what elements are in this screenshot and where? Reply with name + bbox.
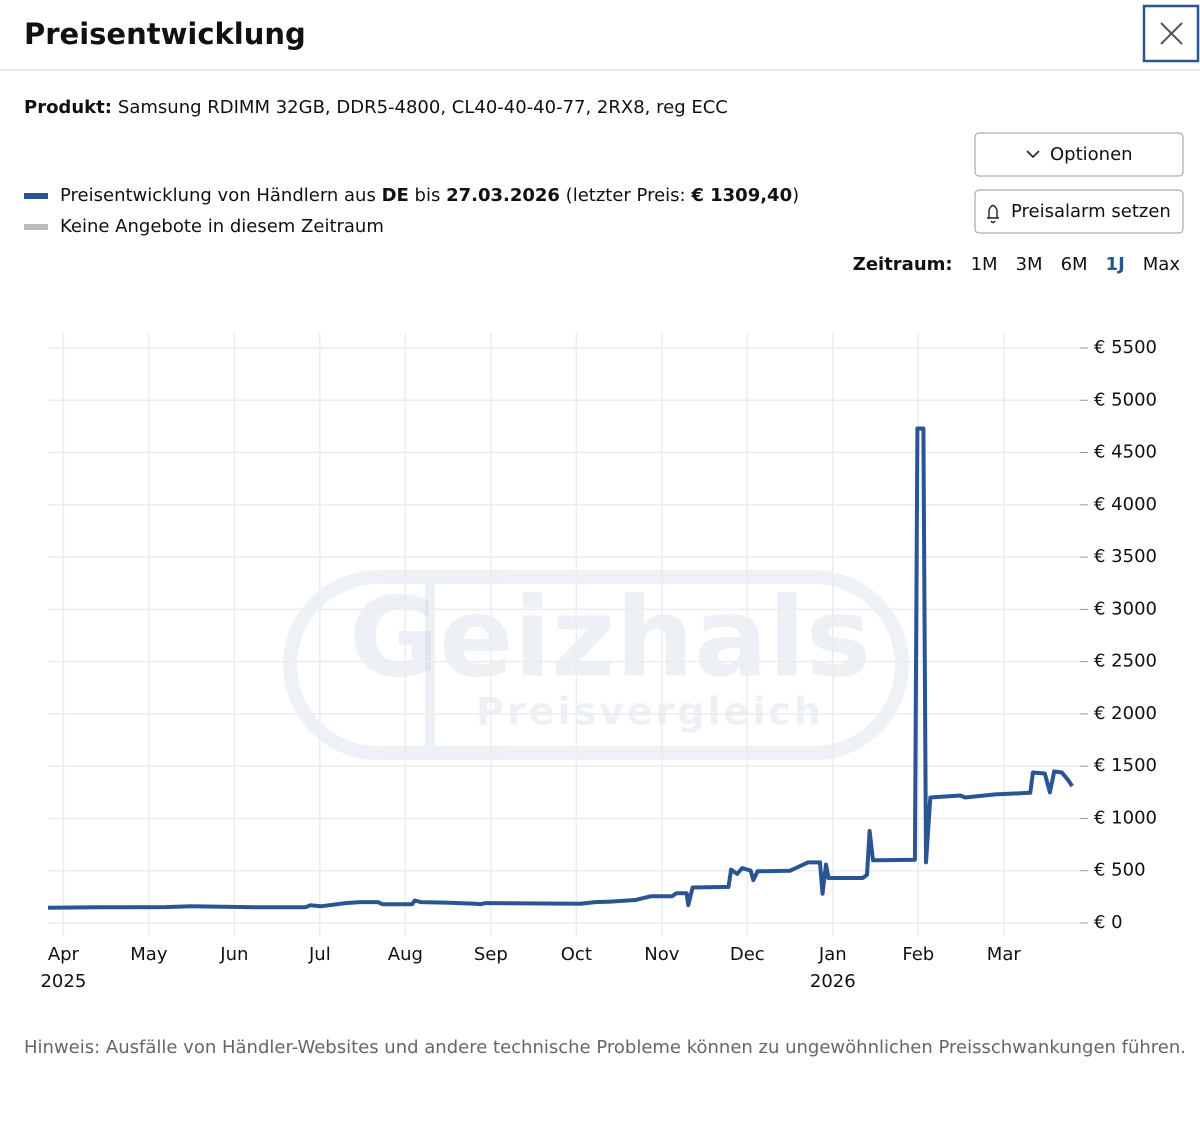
y-tick-label: € 1500 bbox=[1094, 755, 1157, 776]
range-option[interactable]: 1M bbox=[971, 254, 998, 275]
product-label: Produkt: bbox=[24, 97, 112, 118]
product-name: Samsung RDIMM 32GB, DDR5-4800, CL40-40-4… bbox=[118, 97, 728, 118]
x-tick-label: Sep bbox=[474, 944, 508, 965]
close-icon[interactable] bbox=[1160, 22, 1183, 45]
watermark-sub: Preisvergleich bbox=[476, 690, 824, 734]
legend-swatch bbox=[24, 224, 48, 230]
y-tick-label: € 2500 bbox=[1094, 651, 1157, 672]
alarm-button[interactable]: Preisalarm setzen bbox=[974, 189, 1184, 234]
options-frame[interactable] bbox=[974, 132, 1184, 177]
x-tick-label: Jan bbox=[818, 944, 847, 965]
y-tick-label: € 1000 bbox=[1094, 807, 1157, 828]
x-tick-label: May bbox=[130, 944, 168, 965]
note: Hinweis: Ausfälle von Händler-Websites u… bbox=[24, 1037, 1186, 1058]
legend-text: bis bbox=[409, 185, 446, 206]
y-tick-label: € 2000 bbox=[1094, 703, 1157, 724]
range-option[interactable]: 6M bbox=[1061, 254, 1088, 275]
range-option[interactable]: Max bbox=[1143, 254, 1181, 275]
legend-text: DE bbox=[382, 185, 409, 206]
x-tick-label: Oct bbox=[561, 944, 592, 965]
x-year-label: 2026 bbox=[810, 971, 856, 992]
x-tick-label: Apr bbox=[48, 944, 80, 965]
options-button[interactable]: Optionen bbox=[974, 132, 1184, 177]
y-tick-label: € 0 bbox=[1094, 912, 1123, 933]
y-tick-label: € 5000 bbox=[1094, 389, 1157, 410]
watermark-bar bbox=[425, 582, 435, 748]
x-tick-label: Jun bbox=[219, 944, 248, 965]
x-tick-label: Nov bbox=[644, 944, 679, 965]
y-tick-label: € 4000 bbox=[1094, 494, 1157, 515]
legend-text: ) bbox=[792, 185, 799, 206]
options-label[interactable]: Optionen bbox=[1050, 144, 1133, 165]
range-selector: Zeitraum: 1M 3M 6M 1J Max bbox=[853, 254, 1181, 275]
y-tick-label: € 3000 bbox=[1094, 598, 1157, 619]
legend-text: 27.03.2026 bbox=[446, 185, 560, 206]
y-tick-label: € 500 bbox=[1094, 860, 1146, 881]
close-button[interactable] bbox=[1142, 4, 1200, 63]
x-tick-label: Mar bbox=[987, 944, 1022, 965]
y-tick-label: € 4500 bbox=[1094, 442, 1157, 463]
legend-text: (letzter Preis: bbox=[560, 185, 691, 206]
price-line bbox=[47, 426, 1074, 910]
y-tick-label: € 3500 bbox=[1094, 546, 1157, 567]
range-option[interactable]: 3M bbox=[1016, 254, 1043, 275]
legend-text: € 1309,40 bbox=[690, 185, 792, 206]
alarm-frame[interactable] bbox=[974, 189, 1184, 234]
dialog-title: Preisentwicklung bbox=[24, 17, 306, 51]
range-label: Zeitraum: bbox=[853, 254, 953, 275]
y-tick-label: € 5500 bbox=[1094, 337, 1157, 358]
legend-entry: Preisentwicklung von Händlern aus DE bis… bbox=[60, 185, 799, 206]
x-tick-label: Aug bbox=[388, 944, 423, 965]
x-year-label: 2025 bbox=[40, 971, 86, 992]
watermark-frame bbox=[283, 570, 909, 760]
range-option[interactable]: 1J bbox=[1106, 254, 1125, 275]
x-tick-label: Dec bbox=[730, 944, 765, 965]
legend-text: Preisentwicklung von Händlern aus bbox=[60, 185, 382, 206]
watermark bbox=[283, 570, 909, 760]
product-line: Produkt: Samsung RDIMM 32GB, DDR5-4800, C… bbox=[24, 97, 728, 118]
alarm-label[interactable]: Preisalarm setzen bbox=[1011, 201, 1171, 222]
chevron-icon[interactable] bbox=[1026, 150, 1040, 159]
legend-entry: Keine Angebote in diesem Zeitraum bbox=[60, 216, 384, 237]
bell-icon[interactable] bbox=[987, 204, 999, 224]
x-tick-label: Feb bbox=[902, 944, 934, 965]
x-tick-label: Jul bbox=[308, 944, 331, 965]
watermark-main: Geizhals bbox=[349, 573, 871, 701]
legend-text: Keine Angebote in diesem Zeitraum bbox=[60, 216, 384, 237]
legend-swatch bbox=[24, 193, 48, 199]
